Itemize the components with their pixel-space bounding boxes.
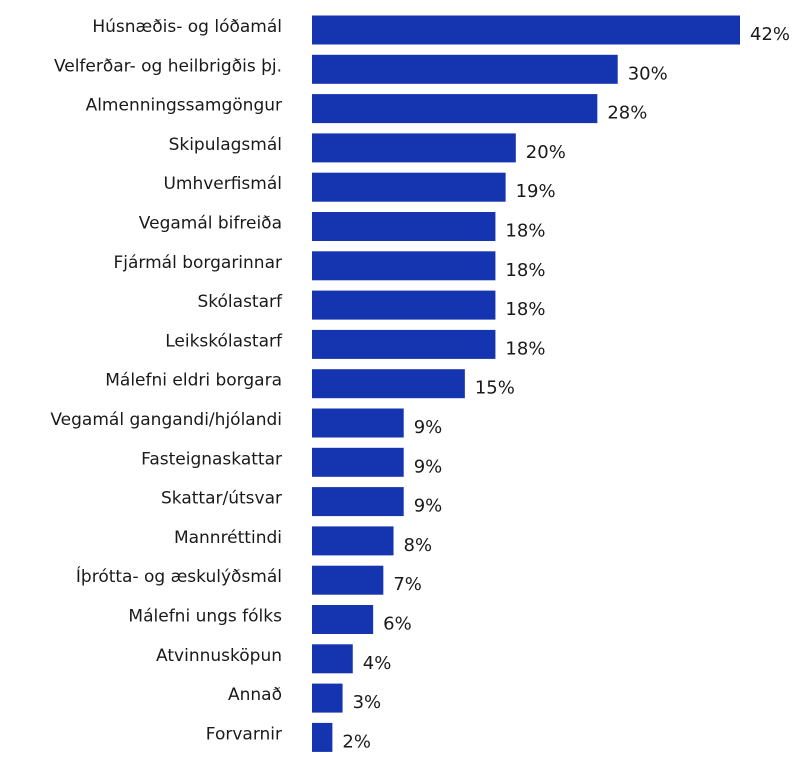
- value-label: 28%: [607, 103, 647, 124]
- value-label: 9%: [414, 417, 443, 438]
- bar: [312, 290, 496, 320]
- category-label: Fjármál borgarinnar: [114, 253, 282, 273]
- category-label: Málefni eldri borgara: [105, 371, 282, 391]
- category-label: Skattar/útsvar: [161, 489, 282, 509]
- bar: [312, 133, 516, 163]
- bar: [312, 644, 353, 674]
- category-label: Forvarnir: [206, 724, 282, 744]
- value-label: 9%: [414, 496, 443, 517]
- value-label: 9%: [414, 456, 443, 477]
- value-label: 15%: [475, 378, 515, 399]
- value-label: 7%: [393, 574, 422, 595]
- value-label: 18%: [505, 221, 545, 242]
- value-label: 19%: [516, 181, 556, 202]
- bar: [312, 15, 740, 45]
- bar: [312, 722, 333, 752]
- value-label: 18%: [505, 299, 545, 320]
- value-label: 2%: [342, 731, 371, 752]
- bar: [312, 565, 384, 595]
- bar: [312, 487, 404, 517]
- value-label: 8%: [404, 535, 433, 556]
- category-label: Mannréttindi: [174, 528, 282, 548]
- value-label: 30%: [628, 63, 668, 84]
- bar: [312, 54, 618, 84]
- category-label: Leikskólastarf: [165, 331, 283, 351]
- value-label: 42%: [750, 24, 790, 45]
- category-label: Velferðar- og heilbrigðis þj.: [54, 56, 282, 76]
- bar: [312, 251, 496, 281]
- bar: [312, 329, 496, 359]
- category-label: Vegamál gangandi/hjólandi: [50, 410, 282, 430]
- value-label: 6%: [383, 614, 412, 635]
- bar: [312, 526, 394, 556]
- category-label: Fasteignaskattar: [141, 449, 282, 469]
- value-label: 3%: [353, 692, 382, 713]
- bar: [312, 172, 506, 202]
- value-label: 18%: [505, 338, 545, 359]
- bar: [312, 408, 404, 438]
- category-label: Málefni ungs fólks: [128, 607, 282, 627]
- category-label: Vegamál bifreiða: [139, 214, 282, 234]
- bar: [312, 212, 496, 241]
- value-label: 18%: [505, 260, 545, 281]
- bar: [312, 369, 465, 399]
- bar: [312, 683, 343, 713]
- category-label: Almenningssamgöngur: [86, 96, 282, 116]
- category-label: Annað: [228, 685, 282, 705]
- bar: [312, 447, 404, 477]
- bar: [312, 605, 374, 634]
- value-label: 4%: [363, 653, 392, 674]
- value-label: 20%: [526, 142, 566, 163]
- category-label: Skipulagsmál: [169, 135, 282, 155]
- bar: [312, 94, 598, 124]
- category-label: Umhverfismál: [163, 174, 282, 194]
- category-label: Húsnæðis- og lóðamál: [92, 17, 282, 37]
- category-label: Atvinnusköpun: [156, 646, 282, 666]
- category-label: Skólastarf: [198, 292, 284, 312]
- category-label: Íþrótta- og æskulýðsmál: [76, 565, 282, 587]
